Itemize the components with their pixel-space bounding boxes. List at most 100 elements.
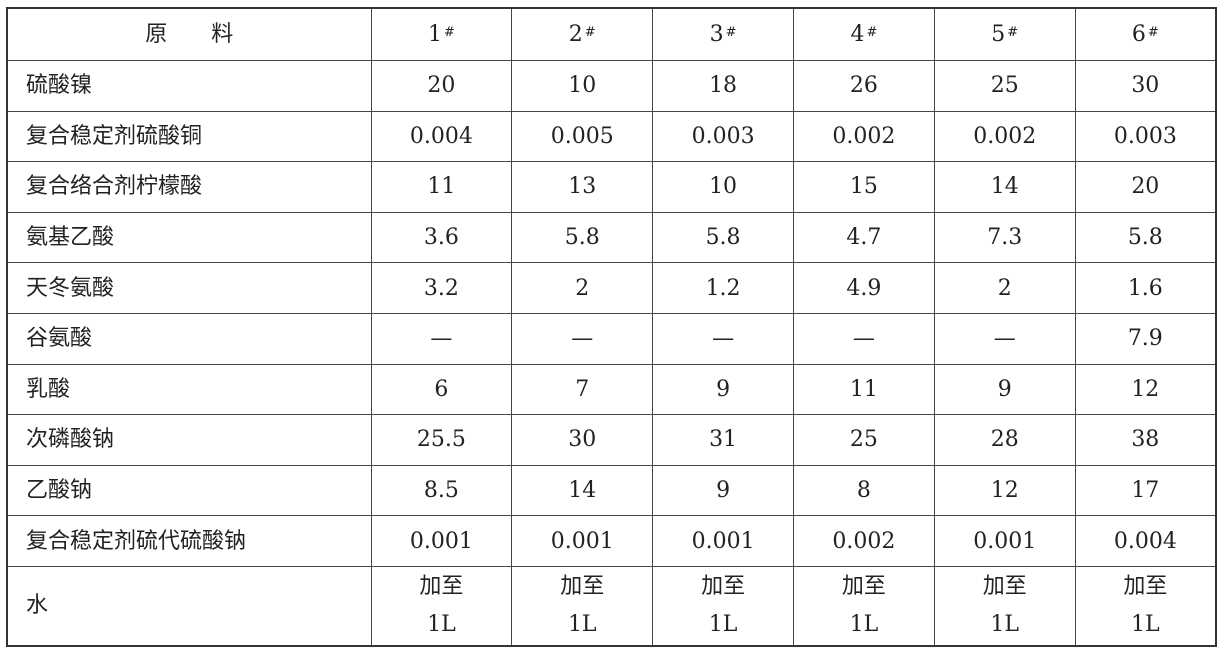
amount-cell: 25.5 xyxy=(370,414,513,466)
amount-cell: 0.002 xyxy=(933,110,1076,163)
amount-cell: 0.003 xyxy=(652,110,794,163)
water-line2: 1L xyxy=(567,611,597,637)
water-line2: 1L xyxy=(708,611,738,637)
amount-cell: 7.9 xyxy=(1074,312,1217,365)
table-row: 复合稳定剂硫酸铜 0.004 0.005 0.003 0.002 0.002 0.003 xyxy=(6,110,1217,163)
amount-cell: 0.005 xyxy=(511,110,654,163)
amount-cell: 4.7 xyxy=(792,211,935,264)
amount-cell: 0.002 xyxy=(792,110,935,163)
amount-cell: 17 xyxy=(1074,464,1217,517)
amount-cell: 15 xyxy=(792,161,935,213)
amount-cell: 13 xyxy=(511,161,654,213)
amount-cell: 20 xyxy=(370,60,513,112)
amount-cell: 6 xyxy=(370,363,513,416)
amount-cell: 0.002 xyxy=(792,515,935,567)
amount-cell: 0.001 xyxy=(933,515,1076,567)
amount-cell: 18 xyxy=(652,60,794,112)
amount-cell: 4.9 xyxy=(792,262,935,314)
sample-number: 3 xyxy=(709,22,724,47)
amount-cell: 9 xyxy=(933,363,1076,416)
amount-cell: 9 xyxy=(652,464,794,517)
water-line2: 1L xyxy=(990,611,1020,637)
water-line1: 加至 xyxy=(841,573,886,599)
amount-cell: 30 xyxy=(1074,60,1217,112)
header-sample-4: 4 # xyxy=(792,7,935,61)
water-line1: 加至 xyxy=(419,573,464,599)
header-material: 原 料 xyxy=(6,7,372,61)
header-sample-3: 3 # xyxy=(652,7,794,61)
amount-cell: 2 xyxy=(933,262,1076,314)
water-line1: 加至 xyxy=(560,573,605,599)
header-row: 原 料 1 #2 #3 #4 #5 #6 # xyxy=(6,7,1217,61)
material-name: 硫酸镍 xyxy=(6,60,372,112)
sample-mark: # xyxy=(584,25,596,40)
amount-cell: — xyxy=(370,312,513,365)
sample-mark: # xyxy=(1147,25,1159,40)
water-row: 水 加至 1L 加至 1L 加至 1L 加至 1L 加至 1L 加至 1L xyxy=(6,565,1217,647)
amount-cell: 1.2 xyxy=(652,262,794,314)
water-line1: 加至 xyxy=(1123,573,1168,599)
amount-cell: 38 xyxy=(1074,414,1217,466)
sample-number: 4 xyxy=(850,22,865,47)
material-name: 复合稳定剂硫酸铜 xyxy=(6,110,372,163)
amount-cell: 10 xyxy=(652,161,794,213)
amount-cell: 0.001 xyxy=(652,515,794,567)
amount-cell: 5.8 xyxy=(1074,211,1217,264)
amount-cell: 30 xyxy=(511,414,654,466)
amount-cell: 10 xyxy=(511,60,654,112)
water-line1: 加至 xyxy=(701,573,746,599)
amount-cell: 1.6 xyxy=(1074,262,1217,314)
table-row: 复合稳定剂硫代硫酸钠 0.001 0.001 0.001 0.002 0.001 0.004 xyxy=(6,515,1217,567)
sample-number: 5 xyxy=(991,22,1006,47)
water-amount-cell: 加至 1L xyxy=(511,565,654,647)
amount-cell: — xyxy=(933,312,1076,365)
table-row: 氨基乙酸 3.6 5.8 5.8 4.7 7.3 5.8 xyxy=(6,211,1217,264)
amount-cell: 0.001 xyxy=(511,515,654,567)
material-name: 乙酸钠 xyxy=(6,464,372,517)
amount-cell: 12 xyxy=(1074,363,1217,416)
amount-cell: 11 xyxy=(370,161,513,213)
amount-cell: — xyxy=(511,312,654,365)
water-amount-cell: 加至 1L xyxy=(370,565,513,647)
material-name: 乳酸 xyxy=(6,363,372,416)
amount-cell: 14 xyxy=(511,464,654,517)
amount-cell: 12 xyxy=(933,464,1076,517)
amount-cell: 20 xyxy=(1074,161,1217,213)
material-name: 复合稳定剂硫代硫酸钠 xyxy=(6,515,372,567)
water-line2: 1L xyxy=(849,611,879,637)
amount-cell: 0.004 xyxy=(1074,515,1217,567)
amount-cell: 7 xyxy=(511,363,654,416)
table-row: 乳酸 6 7 9 11 9 12 xyxy=(6,363,1217,416)
table-row: 谷氨酸 — — — — —7.9 xyxy=(6,312,1217,365)
material-name: 复合络合剂柠檬酸 xyxy=(6,161,372,213)
amount-cell: 0.003 xyxy=(1074,110,1217,163)
water-amount-cell: 加至 1L xyxy=(933,565,1076,647)
amount-cell: 8 xyxy=(792,464,935,517)
sample-mark: # xyxy=(725,25,737,40)
sample-number: 2 xyxy=(568,22,583,47)
header-sample-6: 6 # xyxy=(1074,7,1217,61)
amount-cell: 28 xyxy=(933,414,1076,466)
header-sample-5: 5 # xyxy=(933,7,1076,61)
amount-cell: 3.6 xyxy=(370,211,513,264)
amount-cell: 3.2 xyxy=(370,262,513,314)
amount-cell: 9 xyxy=(652,363,794,416)
header-sample-2: 2 # xyxy=(511,7,654,61)
amount-cell: 31 xyxy=(652,414,794,466)
water-line2: 1L xyxy=(427,611,456,637)
amount-cell: 0.001 xyxy=(370,515,513,567)
amount-cell: 8.5 xyxy=(370,464,513,517)
amount-cell: 14 xyxy=(933,161,1076,213)
amount-cell: 25 xyxy=(792,414,935,466)
table-row: 次磷酸钠 25.5 30 31 25 28 38 xyxy=(6,414,1217,466)
table-row: 乙酸钠 8.5 14 9 8 12 17 xyxy=(6,464,1217,517)
amount-cell: 5.8 xyxy=(511,211,654,264)
table-row: 复合络合剂柠檬酸 11 13 10 15 14 20 xyxy=(6,161,1217,213)
amount-cell: 0.004 xyxy=(370,110,513,163)
formulation-table: 原 料 1 #2 #3 #4 #5 #6 # 硫酸镍 20 10 18 26 25 30 复合稳定剂硫酸铜 0.… xyxy=(6,7,1217,647)
amount-cell: 26 xyxy=(792,60,935,112)
table-row: 天冬氨酸 3.2 2 1.2 4.9 2 1.6 xyxy=(6,262,1217,314)
material-name: 天冬氨酸 xyxy=(6,262,372,314)
water-amount-cell: 加至 1L xyxy=(1074,565,1217,647)
water-line1: 加至 xyxy=(982,573,1027,599)
